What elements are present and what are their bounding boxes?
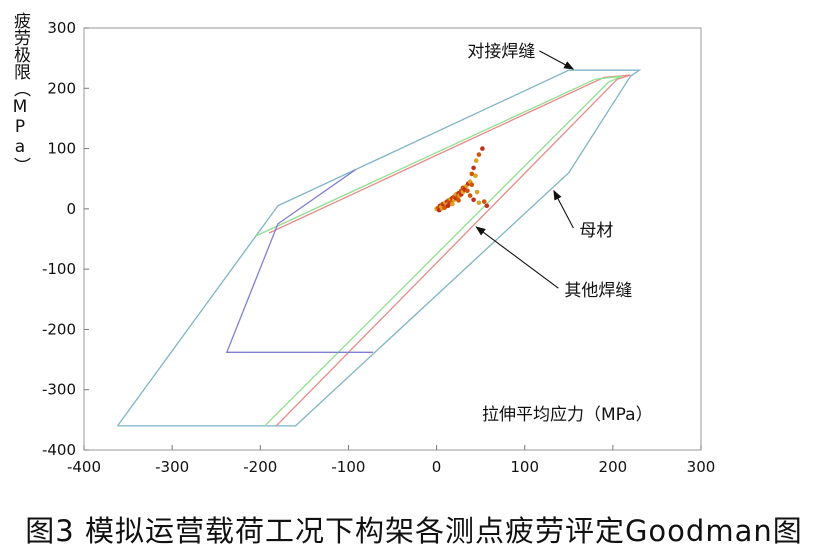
x-tick-label: 200 xyxy=(599,458,628,476)
scatter-point xyxy=(473,158,479,163)
annotation-arrow xyxy=(553,189,574,229)
annotation-arrow xyxy=(539,50,575,70)
series-layer xyxy=(116,69,642,427)
y-axis-label: 疲劳极限（MPa） xyxy=(10,12,30,174)
scatter-point xyxy=(484,203,490,209)
scatter-point xyxy=(442,205,447,210)
annotation-label: 其他焊缝 xyxy=(564,281,632,301)
scatter-point xyxy=(456,198,461,203)
y-tick-label: -200 xyxy=(42,320,76,338)
scatter-point xyxy=(469,171,475,177)
y-tick-label: 0 xyxy=(66,200,76,218)
x-axis-label: 拉伸平均应力（MPa） xyxy=(482,405,653,425)
x-tick-label: 100 xyxy=(510,458,539,476)
scatter-point xyxy=(481,199,487,204)
series-line-1 xyxy=(116,69,642,427)
y-tick-label: 300 xyxy=(47,19,76,37)
annotation-arrow xyxy=(475,226,559,289)
scatter-point xyxy=(476,200,482,206)
goodman-chart: -400 -300 -200 -100 0 100 200 300 -400 -300 -200 -1… xyxy=(42,19,715,476)
y-tick-label: -300 xyxy=(42,381,76,399)
x-tick-label: -100 xyxy=(331,458,365,476)
x-tick-label: -300 xyxy=(155,458,189,476)
annotation-label: 母材 xyxy=(579,221,613,241)
scatter-point xyxy=(469,182,475,187)
y-tick-label: -400 xyxy=(42,441,76,459)
figure-caption: 图3 模拟运营载荷工况下构架各测点疲劳评定Goodman图 xyxy=(25,514,803,548)
scatter-point xyxy=(471,197,476,203)
scatter-point xyxy=(467,193,473,198)
x-tick-label: 300 xyxy=(687,458,716,476)
x-tick-label: -400 xyxy=(67,458,101,476)
series-line-3 xyxy=(255,75,622,427)
series-line-2 xyxy=(268,74,631,427)
scatter-point xyxy=(471,165,476,171)
tick-layer: -400 -300 -200 -100 0 100 200 300 -400 -300 -200 -1… xyxy=(42,19,715,476)
scatter-point xyxy=(465,188,470,194)
scatter-point xyxy=(450,201,455,207)
y-tick-label: 100 xyxy=(47,140,76,158)
scatter-point xyxy=(473,173,478,178)
scatter-point xyxy=(476,152,482,157)
x-tick-label: 0 xyxy=(432,458,442,476)
scatter-point xyxy=(480,146,485,151)
scatter-layer xyxy=(434,146,490,213)
scatter-point xyxy=(474,189,480,195)
annotation-label: 对接焊缝 xyxy=(467,42,535,62)
series-line-4 xyxy=(225,169,374,353)
y-tick-label: 200 xyxy=(47,79,76,97)
x-tick-label: -200 xyxy=(243,458,277,476)
y-tick-label: -100 xyxy=(42,260,76,278)
plot-frame xyxy=(83,27,702,451)
scatter-point xyxy=(445,203,451,209)
